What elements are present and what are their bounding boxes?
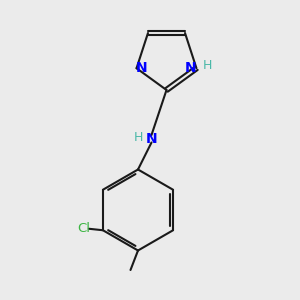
Text: N: N: [185, 61, 197, 75]
Text: Cl: Cl: [77, 222, 90, 235]
Text: H: H: [203, 59, 212, 72]
Text: N: N: [136, 61, 148, 75]
Text: N: N: [146, 132, 157, 146]
Text: H: H: [134, 130, 144, 144]
